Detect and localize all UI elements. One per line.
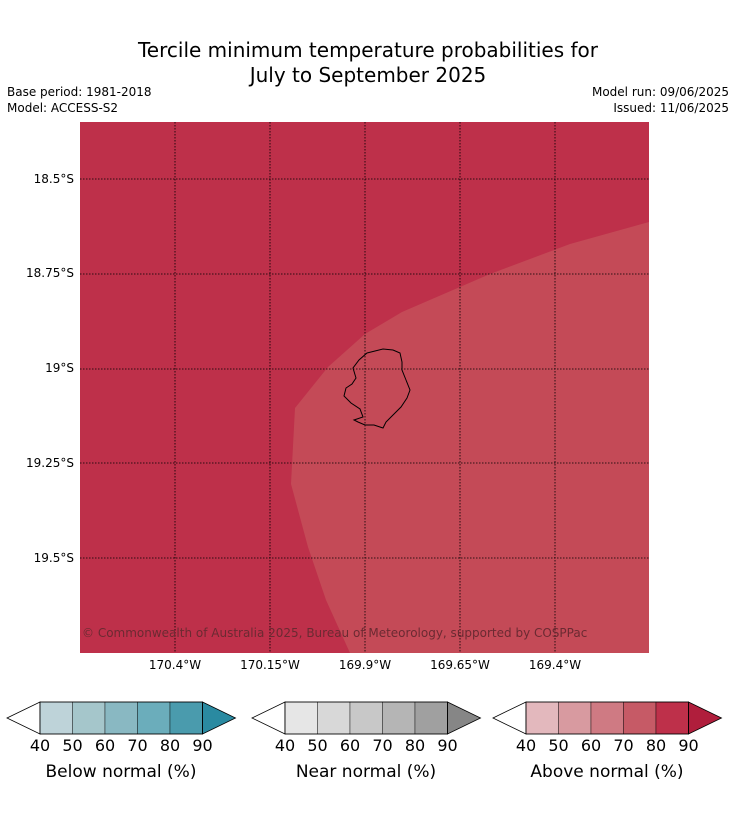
- colorbar-segment: [169, 701, 203, 735]
- colorbar-tick-label: 60: [94, 736, 116, 755]
- colorbar-extend-high: [447, 701, 482, 735]
- colorbar-tick-label: 60: [580, 736, 602, 755]
- colorbar-near-normal: [251, 701, 482, 735]
- colorbar-tick-label: 90: [192, 736, 213, 755]
- meta-right: Model run: 09/06/2025 Issued: 11/06/2025: [592, 84, 729, 116]
- colorbar-extend-high: [202, 701, 237, 735]
- colorbar-tick-label: 70: [372, 736, 393, 755]
- colorbar-segment: [623, 701, 657, 735]
- colorbar-tick-label: 40: [29, 736, 51, 755]
- legend-above-normal: Above normal (%) 40 50 60 70 80 90: [492, 700, 723, 800]
- colorbar-below-normal: [6, 701, 237, 735]
- colorbar-segment: [414, 701, 448, 735]
- colorbar-tick-label: 80: [159, 736, 181, 755]
- colorbar-extend-low: [492, 701, 527, 735]
- colorbar-frame: [39, 701, 203, 735]
- lat-label: 19.5°S: [33, 551, 74, 565]
- colorbar-tick-label: 40: [515, 736, 537, 755]
- colorbar-tick-label: 90: [437, 736, 458, 755]
- issued-date: Issued: 11/06/2025: [613, 101, 729, 115]
- colorbar-segment: [590, 701, 624, 735]
- colorbar-segment: [72, 701, 106, 735]
- colorbar-tick-label: 50: [307, 736, 328, 755]
- colorbar-tick-label: 40: [274, 736, 296, 755]
- legend-title: Below normal (%): [45, 762, 197, 782]
- lat-label: 19.25°S: [26, 456, 74, 470]
- colorbar-extend-low: [6, 701, 41, 735]
- colorbar-tick-label: 50: [548, 736, 569, 755]
- colorbar-segment: [382, 701, 416, 735]
- title-line-1: Tercile minimum temperature probabilitie…: [137, 38, 599, 62]
- map-area[interactable]: © Commonwealth of Australia 2025, Bureau…: [80, 122, 649, 653]
- colorbar-frame: [525, 701, 689, 735]
- colorbar-segment: [349, 701, 383, 735]
- copyright-notice: © Commonwealth of Australia 2025, Bureau…: [82, 626, 588, 640]
- legend-below-normal: Below normal (%) 40 50 60 70 80 90: [6, 700, 237, 800]
- colorbar-segment: [104, 701, 138, 735]
- colorbar-segment: [317, 701, 351, 735]
- colorbar-above-normal: [492, 701, 723, 735]
- colorbar-segment: [655, 701, 689, 735]
- colorbar-segment: [558, 701, 592, 735]
- lon-label: 170.4°W: [148, 658, 202, 672]
- colorbar-tick-label: 80: [645, 736, 667, 755]
- colorbar-tick-label: 70: [127, 736, 148, 755]
- colorbar-tick-label: 50: [62, 736, 83, 755]
- lon-label: 169.65°W: [430, 658, 490, 672]
- colorbar-segment: [525, 701, 559, 735]
- model-run: Model run: 09/06/2025: [591, 85, 729, 99]
- legend-near-normal: Near normal (%) 40 50 60 70 80 90: [251, 700, 482, 800]
- colorbar-tick-label: 80: [404, 736, 426, 755]
- legend-title: Near normal (%): [295, 762, 437, 782]
- map-svg: [80, 122, 649, 653]
- colorbar-segment: [137, 701, 171, 735]
- model-name: Model: ACCESS-S2: [7, 101, 119, 115]
- colorbar-extend-high: [688, 701, 723, 735]
- lon-label: 169.9°W: [338, 658, 392, 672]
- lat-label: 18.5°S: [33, 172, 74, 186]
- lon-label: 169.4°W: [528, 658, 582, 672]
- colorbar-tick-label: 70: [613, 736, 634, 755]
- colorbar-frame: [284, 701, 448, 735]
- island-coastline: [343, 348, 411, 429]
- graticule: [80, 122, 649, 653]
- meta-left: Base period: 1981-2018 Model: ACCESS-S2: [7, 84, 152, 116]
- colorbar-tick-label: 60: [339, 736, 361, 755]
- colorbar-segment: [39, 701, 73, 735]
- title-line-2: July to September 2025: [249, 63, 487, 87]
- region-above-70-80: [291, 222, 649, 653]
- lon-label: 170.15°W: [240, 658, 300, 672]
- map-title: Tercile minimum temperature probabilitie…: [0, 38, 736, 88]
- colorbar-extend-low: [251, 701, 286, 735]
- lat-label: 18.75°S: [26, 266, 74, 280]
- lat-label: 19°S: [45, 361, 74, 375]
- colorbar-tick-label: 90: [678, 736, 699, 755]
- colorbar-segment: [284, 701, 318, 735]
- legend-title: Above normal (%): [530, 762, 684, 782]
- base-period: Base period: 1981-2018: [7, 85, 152, 99]
